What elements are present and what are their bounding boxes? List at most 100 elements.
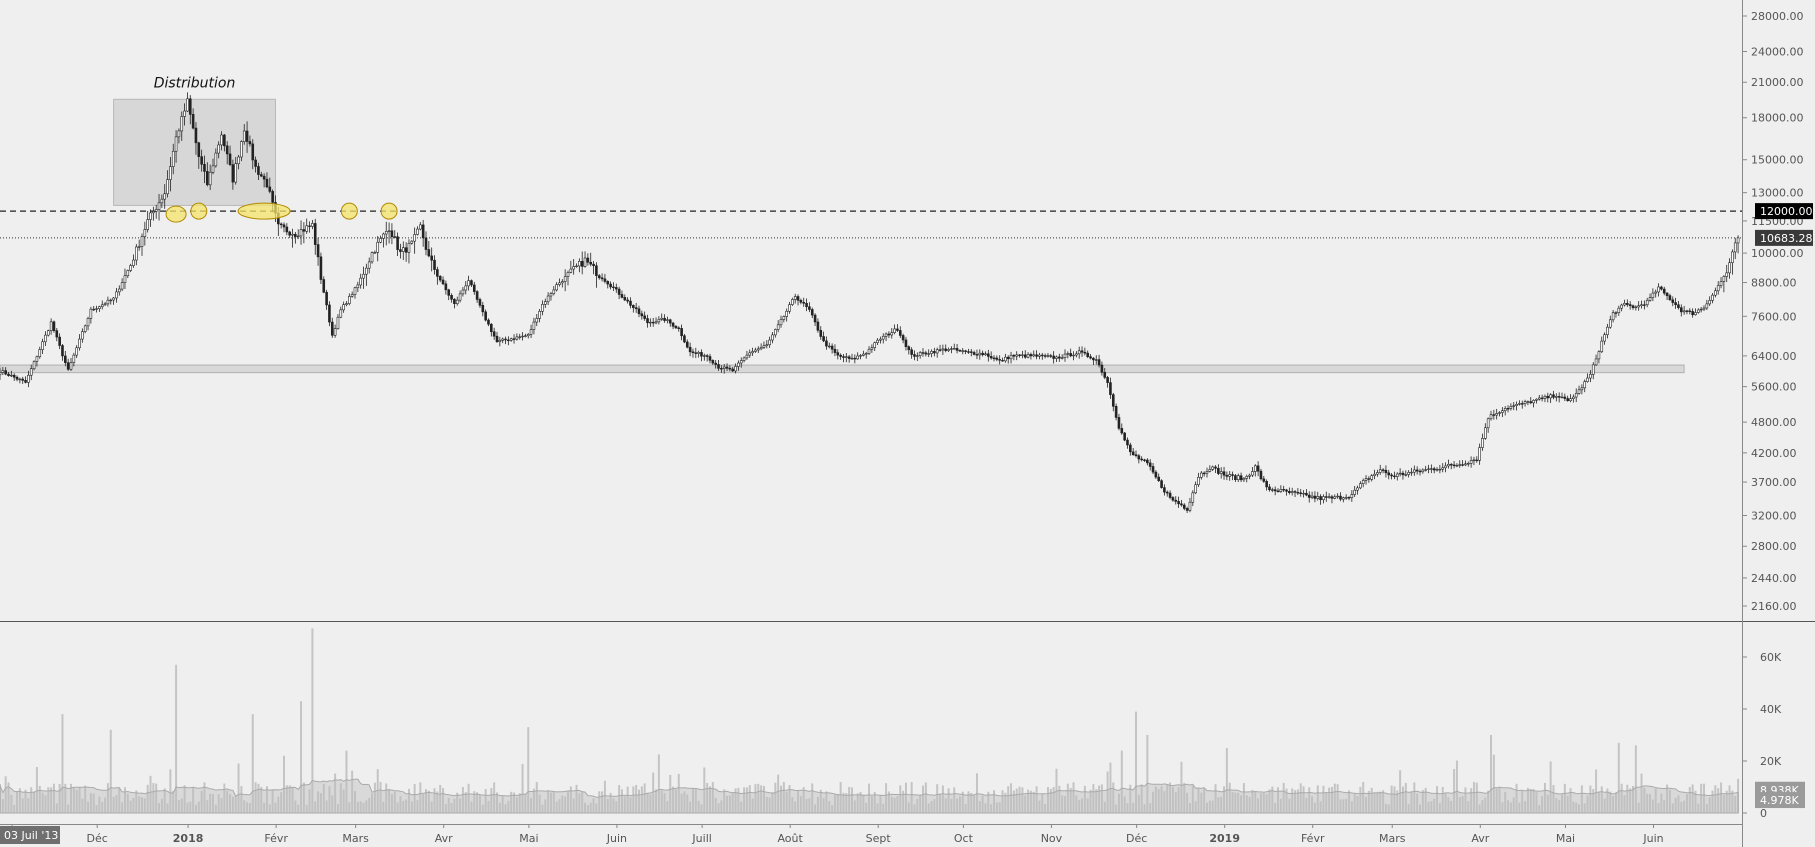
volume-bar — [1447, 797, 1450, 813]
candle-body-down — [1103, 371, 1107, 378]
candle — [881, 333, 885, 344]
candle-body-down — [1111, 394, 1115, 407]
candle — [453, 298, 456, 309]
candle-body-up — [1722, 276, 1726, 282]
candle-body-down — [1566, 398, 1569, 402]
candle — [742, 356, 746, 363]
volume-bar — [92, 793, 95, 813]
candle-body-up — [149, 212, 152, 220]
candle — [1492, 409, 1496, 420]
candle-body-down — [805, 302, 808, 308]
candle-body-down — [1106, 377, 1109, 383]
volume-bar — [257, 783, 260, 813]
volume-bar — [1722, 795, 1725, 813]
candle-body-up — [935, 349, 939, 354]
volume-bar — [674, 789, 677, 813]
candle — [1421, 468, 1425, 474]
price-badge-bg — [1755, 203, 1813, 220]
candle — [98, 305, 101, 312]
candle-body-up — [1716, 285, 1720, 292]
volume-bar — [1597, 791, 1600, 813]
candle-body-up — [120, 282, 124, 290]
volume-bar — [1666, 784, 1669, 813]
candle-body-up — [884, 333, 888, 337]
candle — [49, 318, 53, 335]
candle-body-up — [569, 268, 573, 273]
volume-bar — [1106, 771, 1109, 813]
volume-bar — [1257, 798, 1260, 813]
candle — [305, 218, 309, 234]
volume-bar — [1396, 790, 1399, 813]
candle-body-down — [810, 309, 814, 316]
candle — [1515, 401, 1518, 411]
candle-body-down — [1171, 497, 1175, 501]
candle-body-up — [44, 334, 47, 343]
candle — [756, 346, 760, 353]
volume-bar — [513, 792, 516, 813]
volume-bar — [791, 797, 794, 813]
candle-body-down — [1217, 467, 1220, 474]
candle-body-up — [538, 311, 541, 319]
candle-body-up — [1555, 396, 1558, 398]
volume-bar — [970, 792, 973, 813]
time-tick-label: Août — [777, 832, 803, 845]
time-axis: NovDéc2018FévrMarsAvrMaiJuinJuillAoûtSep… — [1, 824, 1664, 845]
candle — [1245, 474, 1249, 483]
candle-body-up — [583, 257, 587, 267]
volume-bar — [1390, 785, 1393, 813]
candle-body-down — [472, 284, 476, 292]
candle — [382, 232, 385, 248]
candle — [1393, 471, 1396, 480]
price-tick-label: 2800.00 — [1751, 540, 1797, 553]
time-tick-label: Mai — [519, 832, 538, 845]
candle — [995, 355, 999, 362]
candle — [370, 251, 374, 264]
candle-body-up — [135, 246, 138, 261]
candle — [413, 227, 416, 254]
volume-bar — [1064, 796, 1066, 813]
volume-bar — [209, 793, 212, 813]
candle-body-up — [546, 295, 550, 302]
volume-bar — [765, 796, 768, 813]
candle-body-up — [1373, 473, 1376, 477]
candle-body-up — [1466, 463, 1470, 465]
candle-body-up — [186, 98, 189, 112]
time-tick-label: Févr — [264, 832, 288, 845]
candle-body-up — [461, 289, 465, 295]
volume-bar — [30, 787, 33, 813]
candle-body-up — [1200, 472, 1203, 478]
price-axis[interactable]: 28000.0024000.0021000.0018000.0015000.00… — [1742, 10, 1813, 613]
candle-body-down — [1685, 310, 1689, 312]
volume-bar — [160, 798, 163, 813]
candle-body-up — [1657, 286, 1660, 293]
candle-body-down — [663, 317, 666, 321]
candle-body-up — [867, 348, 871, 354]
candle-body-down — [92, 308, 96, 311]
candle — [637, 305, 641, 318]
candle — [356, 281, 360, 293]
candle-body-down — [1049, 355, 1053, 357]
price-tick-label: 10000.00 — [1751, 247, 1804, 260]
volume-bar — [677, 773, 680, 813]
candle — [83, 324, 87, 334]
candle — [1026, 352, 1030, 359]
candle — [1333, 494, 1337, 500]
candle-body-down — [188, 98, 192, 115]
candle-body-up — [774, 329, 777, 336]
candle — [61, 343, 64, 361]
candle-body-down — [924, 352, 928, 355]
volume-bar — [848, 786, 851, 813]
candle-body-down — [308, 225, 311, 227]
candle — [941, 344, 945, 355]
candle-body-down — [691, 351, 695, 354]
candle-body-down — [441, 279, 445, 285]
candle-body-up — [1194, 484, 1197, 494]
candle — [1006, 355, 1010, 364]
volume-bar — [10, 795, 13, 813]
candle — [1089, 354, 1092, 360]
candle — [643, 311, 646, 321]
candle-body-up — [1356, 487, 1359, 491]
volume-bar — [714, 797, 717, 813]
